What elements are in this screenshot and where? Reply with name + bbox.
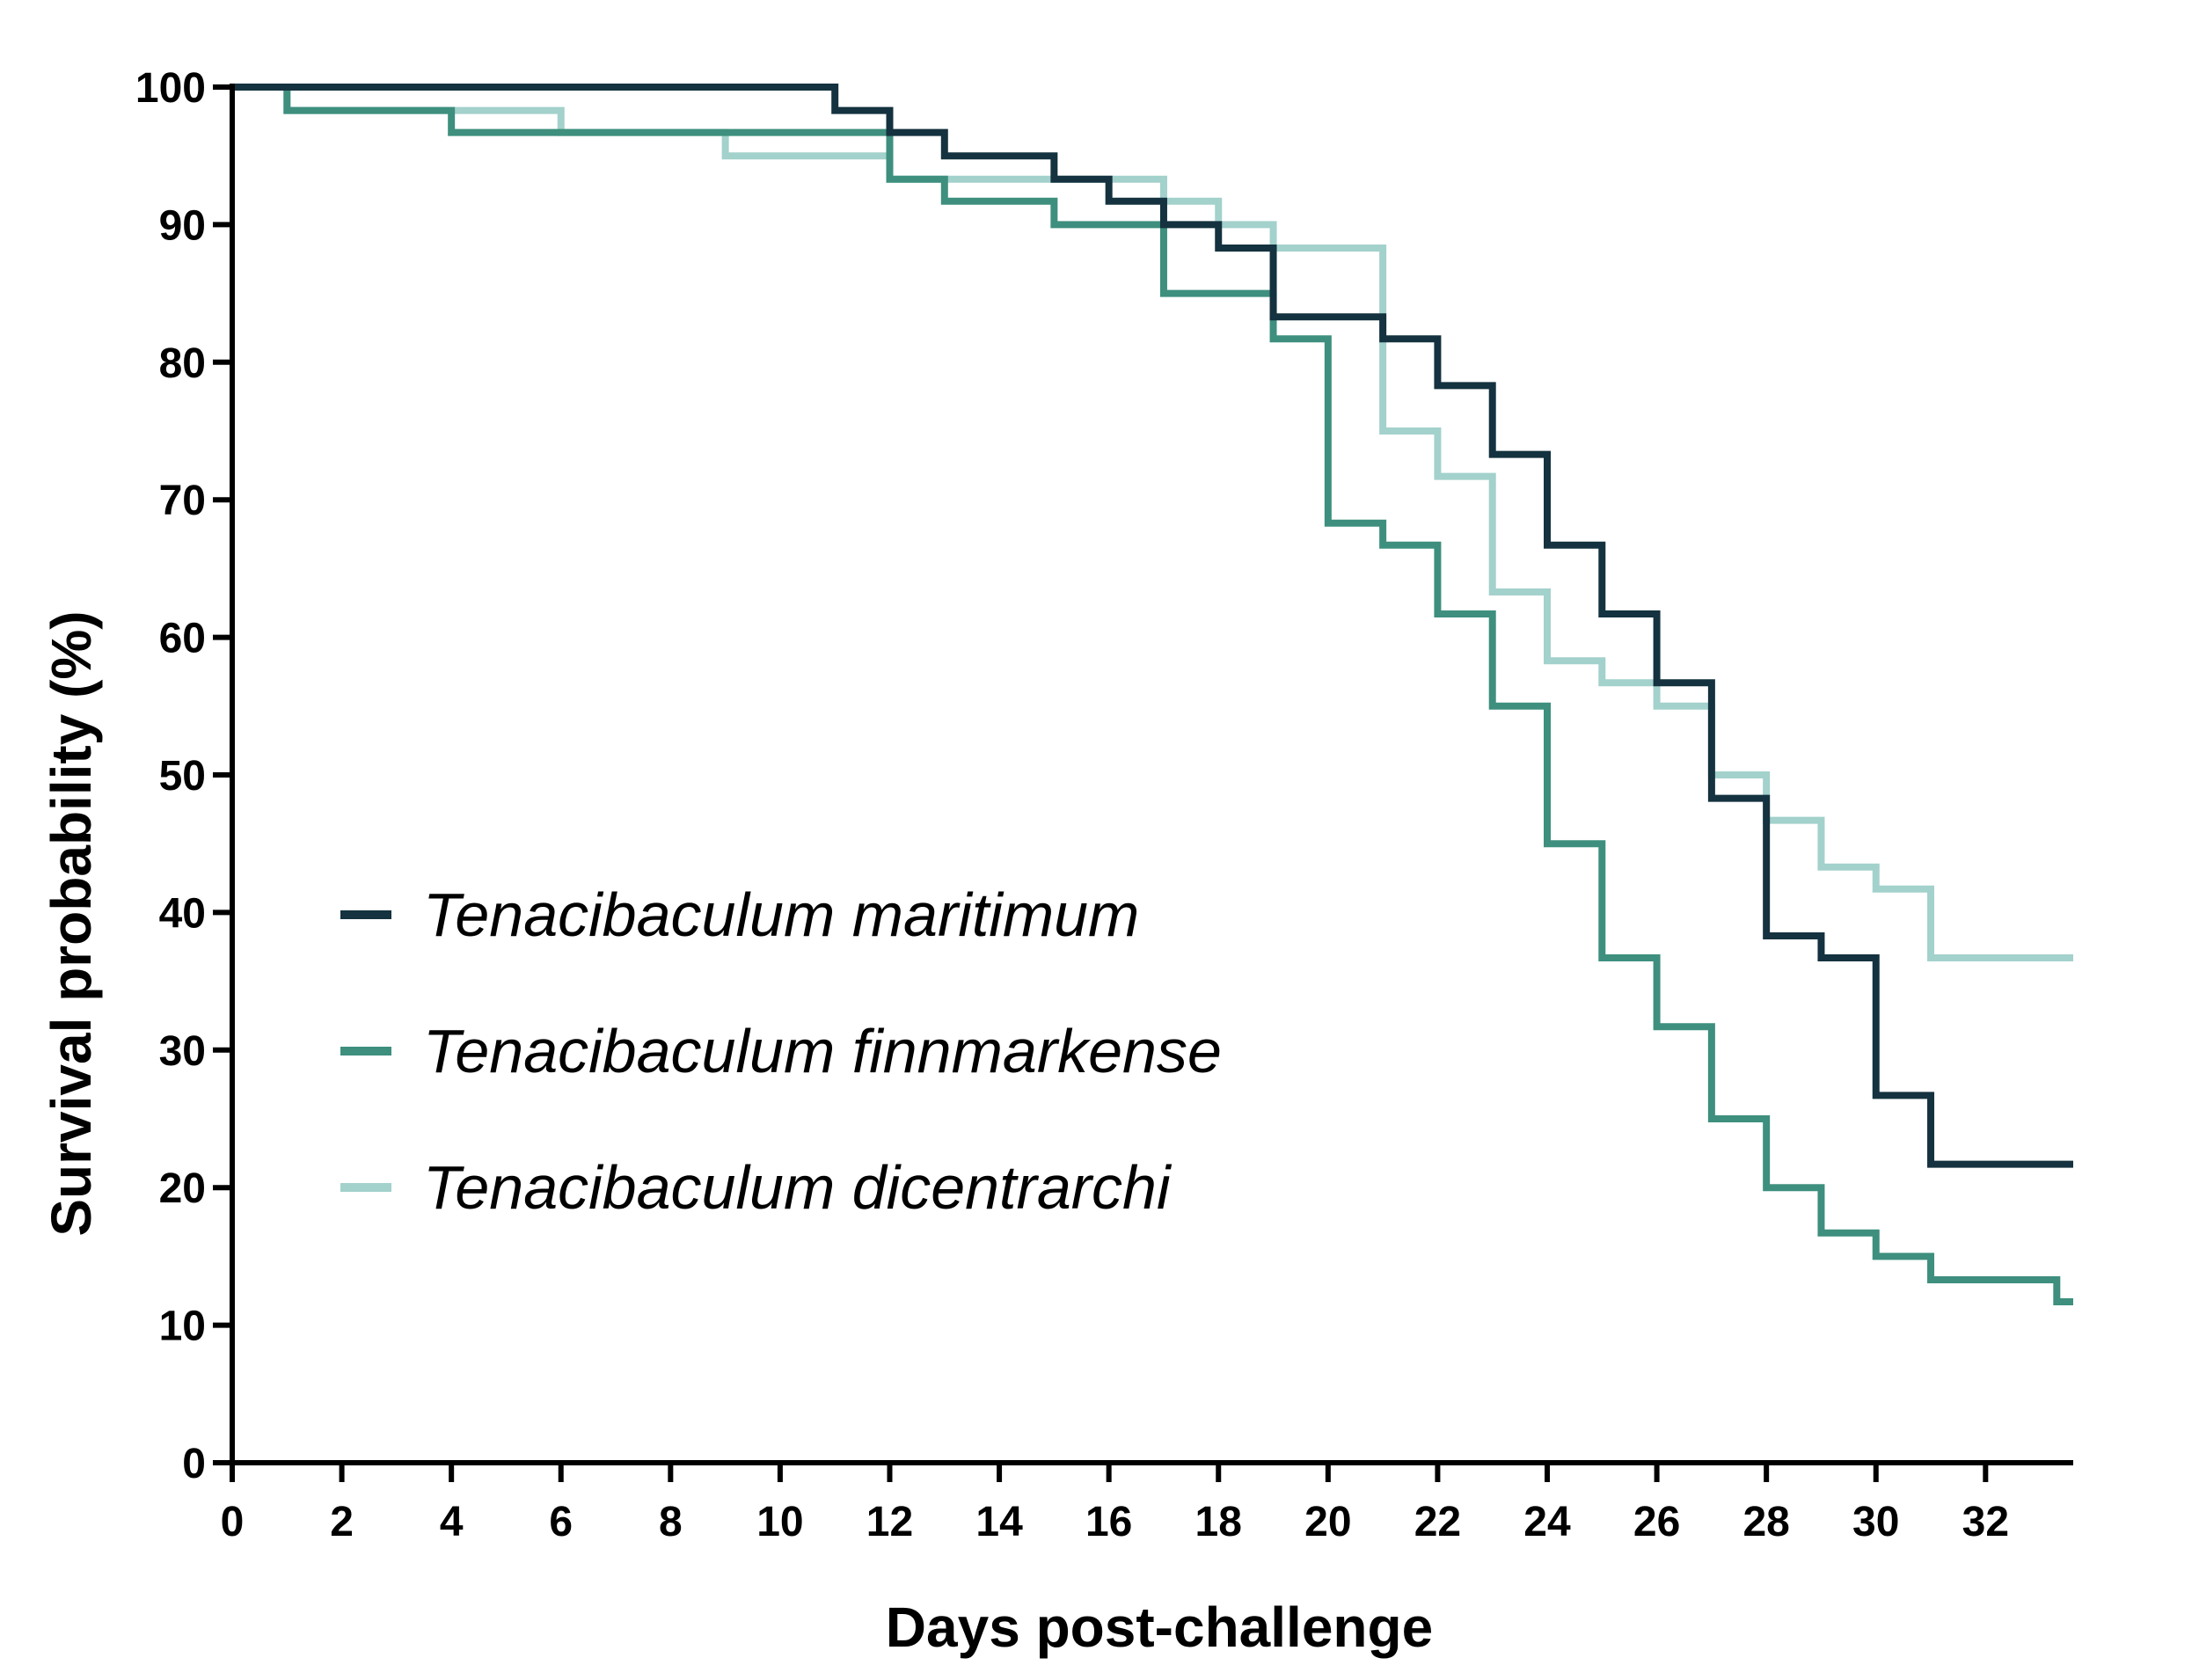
x-tick-label: 14 — [975, 1499, 1023, 1545]
series-layer — [232, 84, 2073, 1306]
x-tick-label: 24 — [1523, 1499, 1571, 1545]
legend-label-1: Tenacibaculum finnmarkense — [423, 1017, 1222, 1085]
y-tick-label: 70 — [159, 478, 206, 524]
x-tick-label: 10 — [756, 1499, 803, 1545]
series-line-0 — [232, 84, 2073, 1168]
x-tick-label: 12 — [866, 1499, 913, 1545]
series-line-2 — [232, 84, 2073, 962]
x-tick-label: 0 — [221, 1499, 245, 1545]
y-tick-label: 100 — [135, 65, 206, 112]
y-tick-label: 10 — [159, 1304, 206, 1350]
x-tick-label: 18 — [1195, 1499, 1242, 1545]
x-tick-label: 4 — [440, 1499, 464, 1545]
x-tick-label: 30 — [1852, 1499, 1899, 1545]
y-tick-label: 60 — [159, 616, 206, 662]
legend-label-2: Tenacibaculum dicentrarchi — [423, 1153, 1173, 1222]
y-tick-label: 20 — [159, 1165, 206, 1212]
y-tick-label: 40 — [159, 890, 206, 937]
x-tick-label: 26 — [1633, 1499, 1680, 1545]
x-tick-label: 32 — [1962, 1499, 2009, 1545]
y-axis-title: Survival probability (%) — [40, 610, 103, 1236]
legend-label-0: Tenacibaculum maritimum — [423, 880, 1139, 949]
axes — [230, 84, 2073, 1465]
x-tick-label: 28 — [1742, 1499, 1789, 1545]
legend: Tenacibaculum maritimum Tenacibaculum fin… — [340, 880, 1222, 1222]
y-tick-label: 80 — [159, 340, 206, 387]
x-tick-label: 22 — [1414, 1499, 1461, 1545]
x-axis-title: Days post-challenge — [886, 1596, 1433, 1659]
y-tick-label: 0 — [182, 1441, 206, 1487]
x-tick-label: 16 — [1085, 1499, 1132, 1545]
x-tick-label: 2 — [330, 1499, 354, 1545]
x-tick-label: 20 — [1304, 1499, 1351, 1545]
series-line-1 — [232, 84, 2073, 1306]
y-tick-label: 30 — [159, 1028, 206, 1075]
x-tick-label: 6 — [549, 1499, 573, 1545]
y-tick-label: 50 — [159, 753, 206, 800]
x-tick-label: 8 — [659, 1499, 683, 1545]
y-tick-label: 90 — [159, 202, 206, 249]
